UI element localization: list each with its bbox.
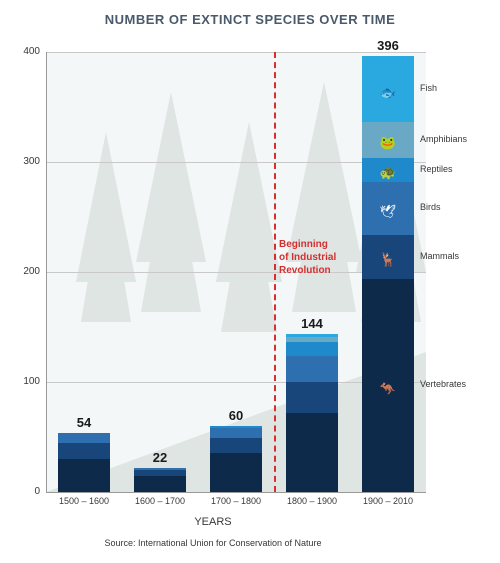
bar-total-label: 60 — [210, 408, 262, 423]
x-axis-line — [46, 492, 426, 493]
segment-vertebrates — [134, 476, 186, 493]
bar-total-label: 396 — [362, 38, 414, 53]
chart-title: NUMBER OF EXTINCT SPECIES OVER TIME — [0, 12, 500, 27]
legend-vertebrates: Vertebrates — [420, 379, 484, 389]
fish-icon: 🐟 — [362, 85, 414, 101]
x-tick-label: 1600 – 1700 — [126, 496, 194, 506]
y-tick-label: 100 — [6, 376, 40, 387]
amphibians-icon: 🐸 — [362, 135, 414, 151]
segment-vertebrates — [210, 453, 262, 492]
legend-reptiles: Reptiles — [420, 164, 484, 174]
bar-3 — [286, 334, 338, 492]
segment-vertebrates — [286, 413, 338, 492]
x-tick-label: 1500 – 1600 — [50, 496, 118, 506]
reptiles-icon: 🐢 — [362, 165, 414, 181]
x-tick-label: 1800 – 1900 — [278, 496, 346, 506]
legend-amphibians: Amphibians — [420, 134, 484, 144]
source-caption: Source: International Union for Conserva… — [0, 538, 426, 548]
bar-total-label: 22 — [134, 450, 186, 465]
segment-mammals — [58, 443, 110, 460]
segment-mammals — [286, 382, 338, 413]
legend-label: Vertebrates — [420, 379, 466, 389]
y-tick-label: 0 — [6, 486, 40, 497]
revolution-label: Beginningof IndustrialRevolution — [279, 238, 336, 277]
segment-birds — [286, 356, 338, 382]
bar-total-label: 144 — [286, 316, 338, 331]
bar-4: 🦘 🦌 🕊 🐢 🐸 🐟 — [362, 56, 414, 492]
mammals-icon: 🦌 — [362, 252, 414, 268]
x-tick-label: 1900 – 2010 — [354, 496, 422, 506]
bar-total-label: 54 — [58, 415, 110, 430]
legend-label: Mammals — [420, 251, 459, 261]
bar-1 — [134, 468, 186, 492]
y-tick-label: 400 — [6, 46, 40, 57]
x-axis-label: YEARS — [0, 516, 426, 528]
legend-mammals: Mammals — [420, 251, 484, 261]
chart-canvas: NUMBER OF EXTINCT SPECIES OVER TIME Begi… — [0, 0, 500, 563]
y-axis-line — [46, 52, 47, 492]
segment-mammals — [210, 438, 262, 453]
vertebrates-icon: 🦘 — [362, 381, 414, 397]
bar-0 — [58, 433, 110, 492]
segment-birds — [210, 428, 262, 438]
bar-2 — [210, 426, 262, 492]
segment-reptiles — [286, 342, 338, 355]
revolution-line — [274, 52, 276, 492]
legend-label: Amphibians — [420, 134, 467, 144]
x-tick-label: 1700 – 1800 — [202, 496, 270, 506]
legend-label: Fish — [420, 83, 437, 93]
y-tick-label: 300 — [6, 156, 40, 167]
birds-icon: 🕊 — [362, 204, 414, 220]
segment-birds — [58, 433, 110, 443]
legend-label: Reptiles — [420, 164, 453, 174]
y-tick-label: 200 — [6, 266, 40, 277]
segment-vertebrates — [58, 459, 110, 492]
legend-label: Birds — [420, 202, 441, 212]
legend-birds: Birds — [420, 202, 484, 212]
legend-fish: Fish — [420, 83, 484, 93]
